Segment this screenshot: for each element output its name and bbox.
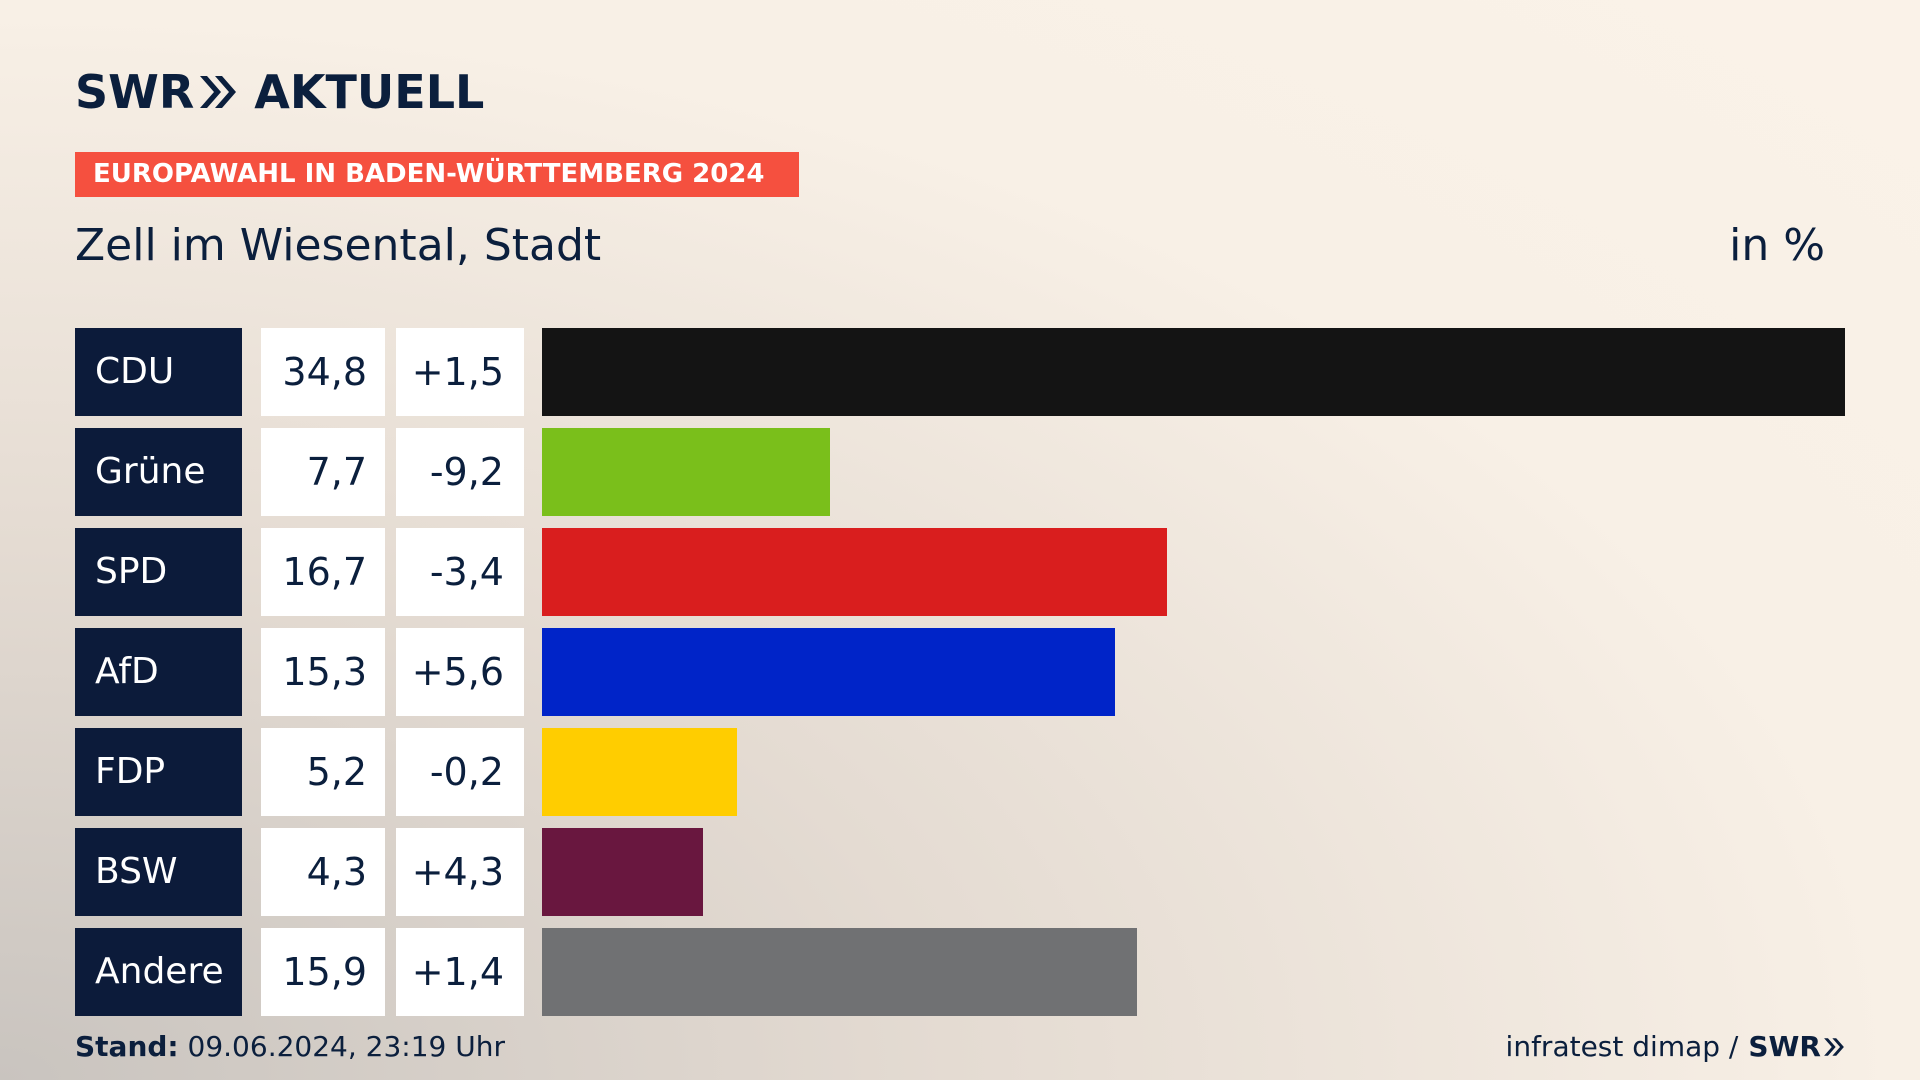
source-brand: SWR — [1748, 1030, 1821, 1063]
double-chevron-icon — [200, 76, 237, 108]
diff-label: +4,3 — [396, 828, 524, 916]
election-banner: EUROPAWAHL IN BADEN-WÜRTTEMBERG 2024 — [75, 152, 799, 197]
value-label: 5,2 — [261, 728, 385, 816]
result-row: BSW 4,3 +4,3 — [75, 828, 1845, 916]
bar — [542, 828, 703, 916]
logo-aktuell-text: AKTUELL — [254, 65, 485, 119]
party-label: FDP — [75, 728, 242, 816]
party-label: BSW — [75, 828, 242, 916]
party-label: SPD — [75, 528, 242, 616]
logo-swr-text: SWR — [75, 65, 195, 119]
bar — [542, 928, 1137, 1016]
party-label: CDU — [75, 328, 242, 416]
page-title: Zell im Wiesental, Stadt — [75, 220, 602, 271]
stand-label: Stand: — [75, 1030, 179, 1063]
source-credit: infratest dimap / SWR — [1506, 1030, 1845, 1063]
value-label: 7,7 — [261, 428, 385, 516]
result-row: AfD 15,3 +5,6 — [75, 628, 1845, 716]
result-row: SPD 16,7 -3,4 — [75, 528, 1845, 616]
party-label: Andere — [75, 928, 242, 1016]
value-label: 15,3 — [261, 628, 385, 716]
result-row: FDP 5,2 -0,2 — [75, 728, 1845, 816]
diff-label: +1,4 — [396, 928, 524, 1016]
diff-label: +5,6 — [396, 628, 524, 716]
timestamp: Stand: 09.06.2024, 23:19 Uhr — [75, 1030, 505, 1063]
value-label: 4,3 — [261, 828, 385, 916]
bar — [542, 628, 1115, 716]
diff-label: -3,4 — [396, 528, 524, 616]
result-row: Andere 15,9 +1,4 — [75, 928, 1845, 1016]
swr-aktuell-logo: SWR AKTUELL — [75, 65, 485, 119]
party-label: AfD — [75, 628, 242, 716]
result-row: CDU 34,8 +1,5 — [75, 328, 1845, 416]
stand-value: 09.06.2024, 23:19 Uhr — [187, 1030, 505, 1063]
unit-label: in % — [1729, 220, 1825, 271]
value-label: 15,9 — [261, 928, 385, 1016]
value-label: 16,7 — [261, 528, 385, 616]
diff-label: +1,5 — [396, 328, 524, 416]
bar — [542, 428, 830, 516]
source-text: infratest dimap / — [1505, 1030, 1739, 1063]
value-label: 34,8 — [261, 328, 385, 416]
party-label: Grüne — [75, 428, 242, 516]
double-chevron-icon — [1824, 1037, 1844, 1056]
bar — [542, 328, 1845, 416]
bar — [542, 728, 737, 816]
bar — [542, 528, 1167, 616]
result-row: Grüne 7,7 -9,2 — [75, 428, 1845, 516]
diff-label: -0,2 — [396, 728, 524, 816]
diff-label: -9,2 — [396, 428, 524, 516]
